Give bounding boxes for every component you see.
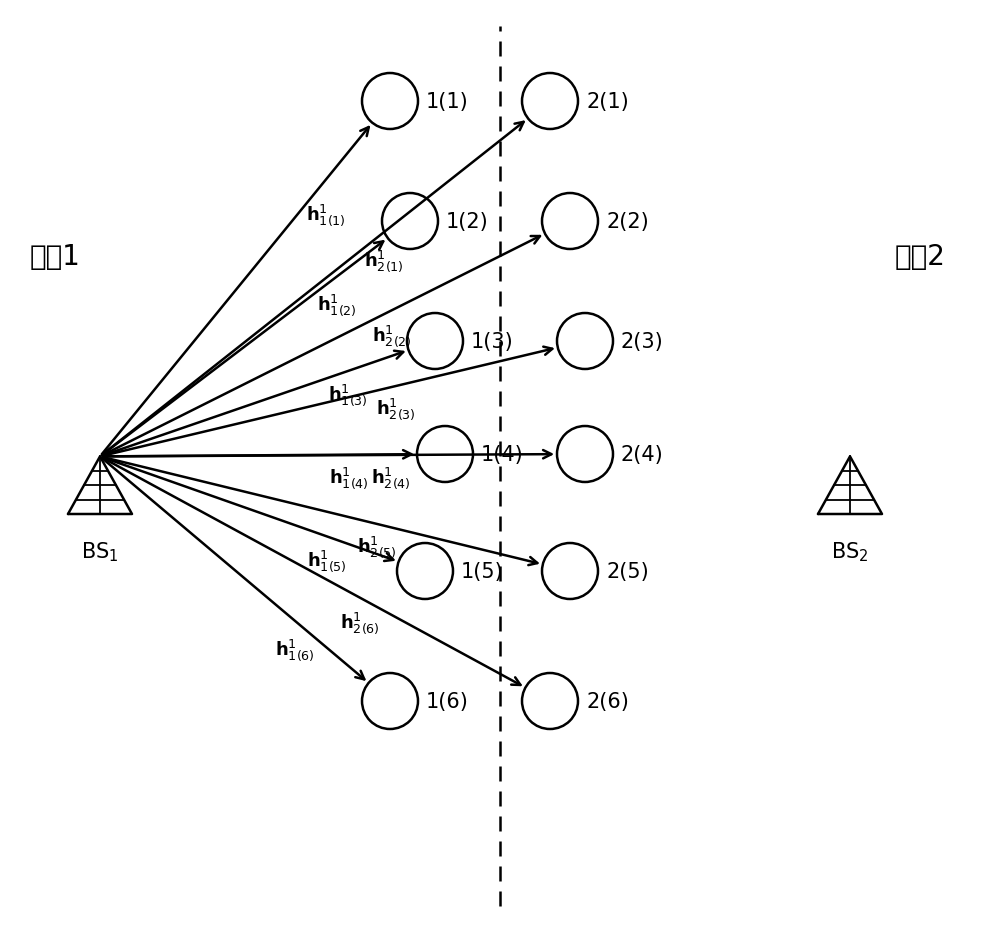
Text: $\mathbf{h}^1_{1(5)}$: $\mathbf{h}^1_{1(5)}$ bbox=[307, 548, 347, 573]
Text: $\mathbf{h}^1_{2(1)}$: $\mathbf{h}^1_{2(1)}$ bbox=[364, 248, 404, 274]
Text: 小区2: 小区2 bbox=[895, 242, 945, 271]
Text: BS$_2$: BS$_2$ bbox=[831, 539, 869, 563]
Text: 1(4): 1(4) bbox=[481, 445, 524, 464]
Text: $\mathbf{h}^1_{1(6)}$: $\mathbf{h}^1_{1(6)}$ bbox=[275, 636, 314, 663]
Text: $\mathbf{h}^1_{2(5)}$: $\mathbf{h}^1_{2(5)}$ bbox=[357, 534, 397, 560]
Text: $\mathbf{h}^1_{1(3)}$: $\mathbf{h}^1_{1(3)}$ bbox=[328, 382, 368, 407]
Text: 1(3): 1(3) bbox=[471, 331, 514, 352]
Text: 1(6): 1(6) bbox=[426, 692, 469, 711]
Text: 2(5): 2(5) bbox=[606, 562, 649, 581]
Text: 小区1: 小区1 bbox=[30, 242, 80, 271]
Text: 2(3): 2(3) bbox=[621, 331, 664, 352]
Text: 1(1): 1(1) bbox=[426, 92, 469, 112]
Text: 1(2): 1(2) bbox=[446, 212, 489, 232]
Text: 1(5): 1(5) bbox=[461, 562, 504, 581]
Text: $\mathbf{h}^1_{1(2)}$: $\mathbf{h}^1_{1(2)}$ bbox=[317, 292, 356, 318]
Text: $\mathbf{h}^1_{2(2)}$: $\mathbf{h}^1_{2(2)}$ bbox=[372, 323, 412, 348]
Text: $\mathbf{h}^1_{2(6)}$: $\mathbf{h}^1_{2(6)}$ bbox=[340, 610, 379, 636]
Text: $\mathbf{h}^1_{2(3)}$: $\mathbf{h}^1_{2(3)}$ bbox=[376, 396, 416, 422]
Text: 2(6): 2(6) bbox=[586, 692, 629, 711]
Text: 2(2): 2(2) bbox=[606, 212, 649, 232]
Text: 2(4): 2(4) bbox=[621, 445, 664, 464]
Text: $\mathbf{h}^1_{1(1)}$: $\mathbf{h}^1_{1(1)}$ bbox=[306, 202, 346, 228]
Text: $\mathbf{h}^1_{2(4)}$: $\mathbf{h}^1_{2(4)}$ bbox=[371, 464, 411, 490]
Text: $\mathbf{h}^1_{1(4)}$: $\mathbf{h}^1_{1(4)}$ bbox=[329, 464, 368, 490]
Text: BS$_1$: BS$_1$ bbox=[81, 539, 119, 563]
Text: 2(1): 2(1) bbox=[586, 92, 629, 112]
